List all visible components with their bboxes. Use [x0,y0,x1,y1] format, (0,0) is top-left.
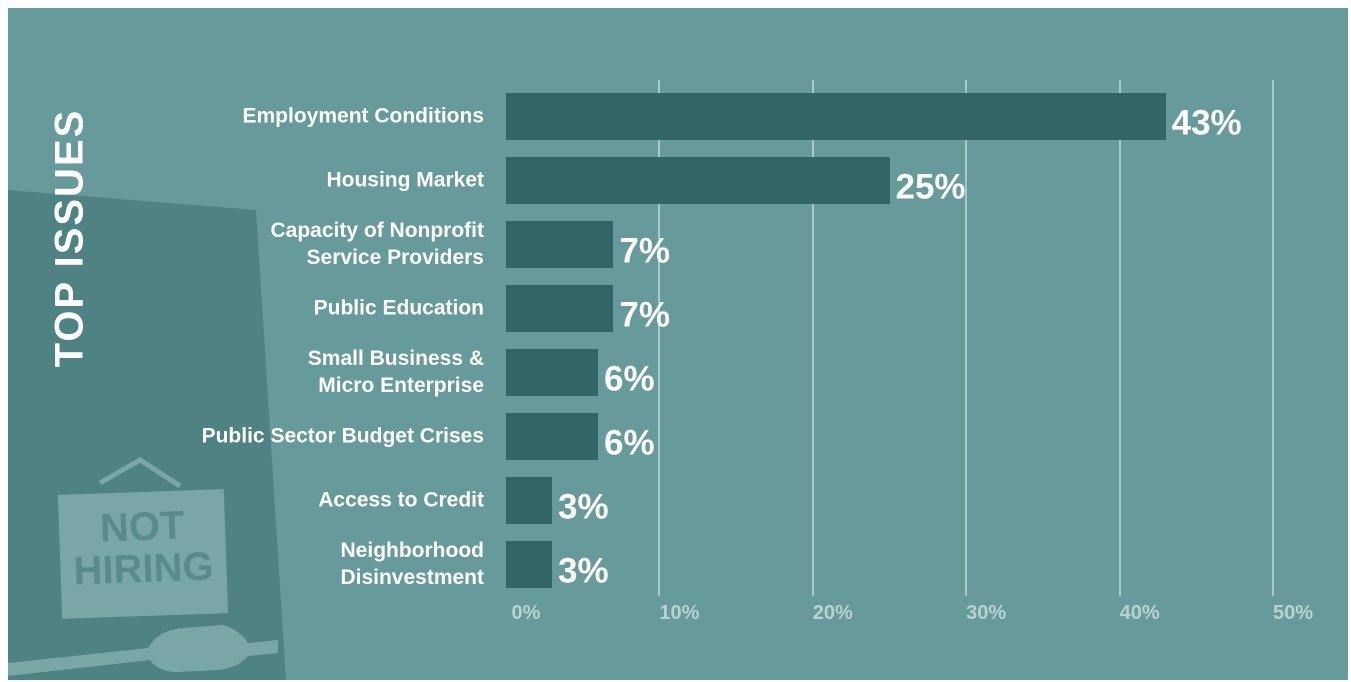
value-label: 25% [895,167,966,207]
category-label: Public Education [313,296,484,320]
grid-line [1118,80,1121,596]
grid-line [811,80,814,596]
bar [506,156,890,204]
category-label: Public Sector Budget Crises [201,424,484,448]
x-tick-label: 50% [1272,602,1314,624]
category-label: Small Business & Micro Enterprise [307,347,484,397]
bar [506,284,614,332]
value-label: 7% [619,295,670,335]
sign: NOT HIRING [57,489,229,619]
category-label: Access to Credit [318,488,484,512]
chart-panel: NOT HIRING TOP ISSUES 0% 10% 20% 30% 40% 50% Em… [8,8,1348,680]
grid-line [658,80,661,596]
value-label: 7% [619,231,670,271]
x-tick-label: 0% [511,602,541,624]
bar [506,348,599,396]
value-label: 6% [604,423,655,463]
grid-line [965,80,968,596]
x-tick-label: 40% [1119,602,1160,624]
category-label: Housing Market [326,168,484,192]
x-tick-label: 30% [966,602,1007,624]
value-label: 3% [558,551,609,591]
sign-text: NOT [99,503,186,551]
x-tick-label: 10% [659,602,700,624]
value-label: 6% [604,359,655,399]
category-label: Neighborhood Disinvestment [340,539,484,589]
bar [506,412,599,460]
pen [8,625,278,676]
bar [506,92,1166,140]
chart-title: TOP ISSUES [47,108,92,368]
sign-string [98,457,182,489]
category-label: Employment Conditions [242,104,485,128]
value-label: 43% [1171,103,1242,143]
bar [506,220,614,268]
bar [506,476,553,524]
category-label: Capacity of Nonprofit Service Providers [270,219,485,269]
sign-text: HIRING [72,544,215,594]
grid-line [1272,80,1274,596]
value-label: 3% [558,487,609,527]
x-tick-label: 20% [812,602,853,624]
bar [506,540,553,588]
